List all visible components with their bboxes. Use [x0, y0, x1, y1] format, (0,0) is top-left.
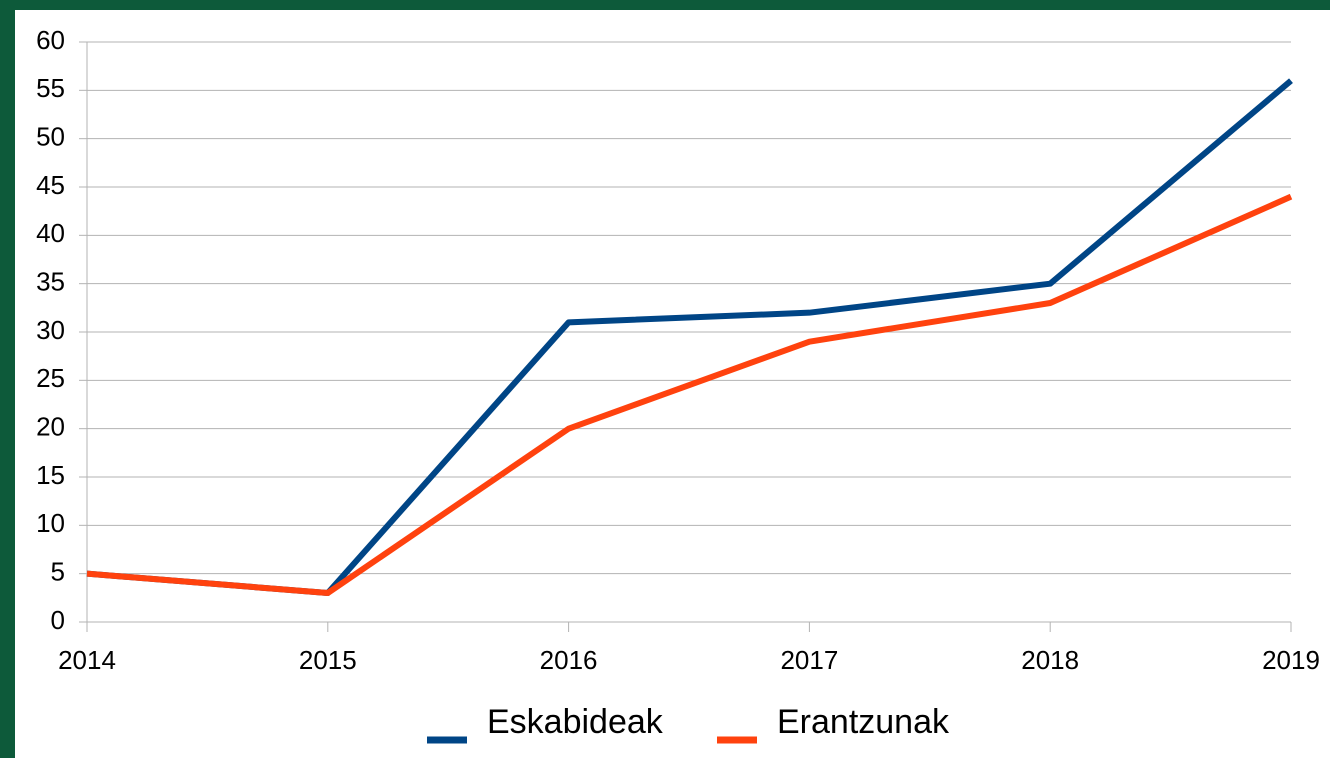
y-tick-label: 55	[36, 73, 65, 103]
x-tick-label: 2018	[1021, 645, 1079, 675]
y-tick-label: 60	[36, 25, 65, 55]
chart-panel	[15, 10, 1330, 758]
x-tick-label: 2017	[780, 645, 838, 675]
y-tick-label: 30	[36, 315, 65, 345]
y-tick-label: 0	[51, 605, 65, 635]
x-tick-label: 2014	[58, 645, 116, 675]
page: 0 5 10 15 20 25 30 35 40 45 50 55 60 2014 2015 2016 2017…	[0, 0, 1330, 758]
y-tick-label: 5	[51, 557, 65, 587]
chart: 0 5 10 15 20 25 30 35 40 45 50 55 60 2014 2015 2016 2017…	[0, 0, 1330, 758]
y-tick-label: 10	[36, 508, 65, 538]
y-tick-label: 40	[36, 218, 65, 248]
legend-label: Eskabideak	[487, 703, 664, 741]
y-tick-label: 50	[36, 122, 65, 152]
x-tick-label: 2016	[540, 645, 598, 675]
y-tick-label: 20	[36, 412, 65, 442]
y-tick-label: 25	[36, 363, 65, 393]
y-tick-label: 35	[36, 267, 65, 297]
x-tick-label: 2019	[1262, 645, 1320, 675]
y-tick-label: 15	[36, 460, 65, 490]
y-tick-label: 45	[36, 170, 65, 200]
x-tick-label: 2015	[299, 645, 357, 675]
legend-label: Erantzunak	[777, 703, 950, 741]
